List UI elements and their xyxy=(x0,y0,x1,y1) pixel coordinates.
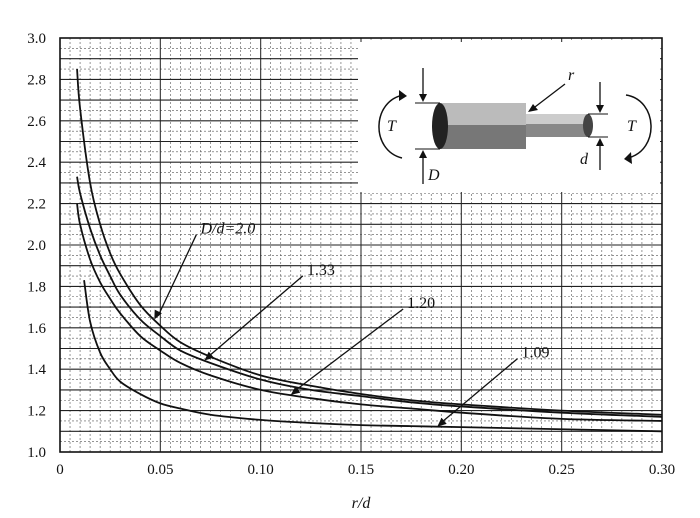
y-tick-label: 2.2 xyxy=(27,197,46,213)
x-tick-label: 0.30 xyxy=(649,462,675,478)
annotation-arrowhead-2 xyxy=(290,386,301,395)
curves xyxy=(76,68,663,433)
y-tick-labels: 1.0 1.2 1.4 1.6 1.8 2.0 2.2 2.4 2.6 2.8 3.0 xyxy=(27,31,46,461)
annotation-arrowhead-1 xyxy=(204,351,214,361)
annotation-label-3: 1.09 xyxy=(522,345,550,362)
shaft-inset-diagram: r T T D d xyxy=(358,42,660,192)
curve-series-0 xyxy=(76,68,663,416)
torque-arrow-right xyxy=(625,94,652,159)
x-tick-label: 0.25 xyxy=(549,462,575,478)
x-tick-label: 0.20 xyxy=(448,462,474,478)
annotation-label-0: D/d=2.0 xyxy=(199,220,255,237)
y-tick-label: 1.8 xyxy=(27,279,46,295)
inset-label-T-left: T xyxy=(387,118,397,135)
torque-arrow-right-head xyxy=(624,152,632,164)
arrow-D-top-head xyxy=(419,94,427,102)
arrow-d-top-head xyxy=(596,105,604,113)
curve-series-1 xyxy=(76,176,663,418)
arrow-r xyxy=(530,83,566,111)
y-tick-label: 3.0 xyxy=(27,31,46,47)
y-tick-label: 1.4 xyxy=(27,362,46,378)
torque-arrow-left xyxy=(378,94,405,159)
y-tick-label: 1.2 xyxy=(27,404,46,420)
shaft-large-highlight xyxy=(440,103,526,125)
arrow-r-head xyxy=(528,104,538,112)
torque-arrow-left-head xyxy=(399,90,407,101)
x-tick-label: 0 xyxy=(56,462,64,478)
inset-label-d: d xyxy=(580,151,589,168)
y-tick-label: 2.0 xyxy=(27,238,46,254)
y-tick-label: 2.8 xyxy=(27,72,46,88)
inset-label-T-right: T xyxy=(627,118,637,135)
curve-annotations: D/d=2.0 1.33 1.20 1.09 xyxy=(154,220,550,427)
y-tick-label: 2.4 xyxy=(27,155,46,171)
annotation-label-2: 1.20 xyxy=(407,295,435,312)
x-tick-label: 0.15 xyxy=(348,462,374,478)
arrow-d-bottom-head xyxy=(596,138,604,146)
shaft-small-end xyxy=(583,114,593,137)
x-tick-labels: 0 0.05 0.10 0.15 0.20 0.25 0.30 xyxy=(56,462,675,478)
annotation-arrow-1 xyxy=(208,275,304,358)
annotation-arrow-2 xyxy=(294,308,404,392)
inset-label-D: D xyxy=(427,167,440,184)
inset-label-r: r xyxy=(568,67,575,84)
y-tick-label: 1.0 xyxy=(27,445,46,461)
shaft-small-highlight xyxy=(526,114,588,124)
curve-series-3 xyxy=(83,280,663,433)
x-tick-label: 0.05 xyxy=(147,462,173,478)
y-tick-label: 2.6 xyxy=(27,114,46,130)
annotation-arrowhead-3 xyxy=(437,417,447,427)
annotation-arrow-0 xyxy=(157,234,198,316)
plot-frame xyxy=(59,37,663,453)
arrow-D-bottom-head xyxy=(419,150,427,158)
x-tick-label: 0.10 xyxy=(248,462,274,478)
annotation-arrowhead-0 xyxy=(154,309,162,320)
annotation-arrow-3 xyxy=(440,358,518,424)
y-tick-label: 1.6 xyxy=(27,321,46,337)
shaft-large-end xyxy=(432,103,448,149)
curve-series-2 xyxy=(76,203,663,422)
annotation-label-1: 1.33 xyxy=(307,262,335,279)
x-axis-label: r/d xyxy=(352,495,372,512)
